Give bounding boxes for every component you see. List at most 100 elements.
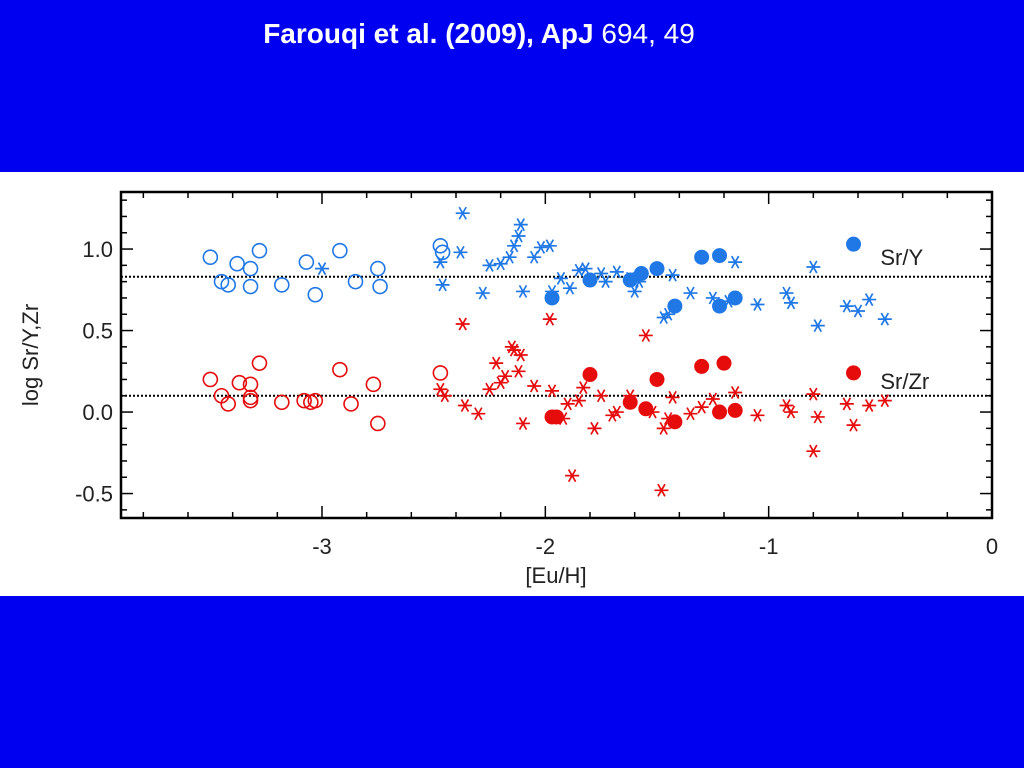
data-point-asterisk <box>609 405 624 419</box>
data-point-filled-circle <box>712 404 728 420</box>
data-point-open-circle <box>307 286 324 303</box>
data-point-asterisk <box>728 255 743 269</box>
data-point-asterisk <box>455 317 470 331</box>
y-tick-label: 0.0 <box>82 400 113 425</box>
data-point-asterisk <box>513 218 528 232</box>
data-point-open-circle <box>242 278 259 295</box>
data-point-asterisk <box>571 263 586 277</box>
data-point-asterisk <box>654 483 669 497</box>
x-tick-label: -1 <box>759 534 779 559</box>
data-point-asterisk <box>683 407 698 421</box>
data-point-asterisk <box>665 268 680 282</box>
data-point-asterisk <box>457 399 472 413</box>
citation-authors-journal: Farouqi et al. (2009), ApJ <box>263 18 594 49</box>
data-point-asterisk <box>455 206 470 220</box>
data-point-filled-circle <box>622 272 638 288</box>
data-point-open-circle <box>242 376 259 393</box>
data-point-asterisk <box>779 286 794 300</box>
data-point-open-circle <box>296 392 312 409</box>
data-point-asterisk <box>511 364 526 378</box>
data-point-asterisk <box>846 418 861 432</box>
data-point-asterisk <box>562 281 577 295</box>
data-point-open-circle <box>242 392 259 409</box>
data-point-asterisk <box>609 265 624 279</box>
y-tick-label: -0.5 <box>75 482 113 507</box>
data-point-open-circle <box>332 361 348 378</box>
data-point-asterisk <box>482 258 497 272</box>
data-point-asterisk <box>627 284 642 298</box>
data-point-asterisk <box>527 250 542 264</box>
data-point-asterisk <box>810 410 825 424</box>
data-point-asterisk <box>315 262 329 276</box>
data-point-filled-circle <box>712 298 728 314</box>
data-point-filled-circle <box>549 409 564 425</box>
data-point-asterisk <box>839 397 854 411</box>
data-point-asterisk <box>553 271 568 285</box>
data-point-filled-circle <box>667 414 683 430</box>
data-point-filled-circle <box>633 266 649 281</box>
x-tick-label: -2 <box>536 534 556 559</box>
data-point-open-circle <box>220 396 236 412</box>
data-point-filled-circle <box>727 290 743 306</box>
plot-panel: -3 -2 -1 0 -0.5 0.0 0.5 1.0 Sr/Y Sr/Zr [Eu/H] lo… <box>0 172 1024 596</box>
data-point-open-circle <box>242 389 259 406</box>
data-point-asterisk <box>435 278 450 292</box>
data-point-asterisk <box>542 239 557 253</box>
data-point-open-circle <box>372 278 388 295</box>
data-point-asterisk <box>806 444 821 458</box>
data-point-asterisk <box>638 328 653 342</box>
data-point-open-circle <box>251 242 268 259</box>
data-point-asterisk <box>877 312 892 326</box>
data-point-asterisk <box>533 240 548 254</box>
data-point-asterisk <box>471 407 486 421</box>
data-point-filled-circle <box>846 236 862 252</box>
data-point-asterisk <box>839 299 854 313</box>
x-axis-label: [Eu/H] <box>525 563 586 588</box>
data-point-asterisk <box>587 421 602 435</box>
data-point-filled-circle <box>694 358 710 374</box>
data-point-asterisk <box>489 356 504 370</box>
data-point-filled-circle <box>727 402 743 418</box>
data-point-asterisk <box>705 392 720 406</box>
y-tick-label: 1.0 <box>82 237 113 262</box>
data-point-asterisk <box>851 304 865 318</box>
data-point-open-circle <box>242 260 259 277</box>
data-point-open-circle <box>251 355 268 371</box>
data-point-filled-circle <box>638 401 654 417</box>
series-annotation-1: Sr/Zr <box>880 369 929 394</box>
data-point-asterisk <box>877 394 892 408</box>
data-point-asterisk <box>728 386 743 399</box>
data-point-asterisk <box>784 405 798 419</box>
data-point-asterisk <box>475 286 490 300</box>
data-point-asterisk <box>571 394 586 408</box>
x-tick-label: -3 <box>312 534 332 559</box>
data-point-asterisk <box>513 348 528 362</box>
data-point-asterisk <box>594 389 609 403</box>
data-point-asterisk <box>656 421 671 435</box>
series-annotation-0: Sr/Y <box>880 245 923 270</box>
data-point-open-circle <box>432 365 449 381</box>
data-point-filled-circle <box>649 371 665 387</box>
data-point-asterisk <box>665 390 680 404</box>
data-point-asterisk <box>806 387 821 401</box>
data-point-asterisk <box>784 296 798 310</box>
data-point-filled-circle <box>716 355 732 371</box>
data-point-asterisk <box>862 293 877 307</box>
data-point-asterisk <box>453 245 468 259</box>
data-point-asterisk <box>511 229 526 243</box>
data-point-asterisk <box>542 312 557 326</box>
data-point-open-circle <box>202 371 219 388</box>
data-point-asterisk <box>560 397 575 411</box>
data-point-filled-circle <box>649 261 665 277</box>
data-point-open-circle <box>307 392 324 409</box>
data-point-asterisk <box>498 369 513 383</box>
data-point-asterisk <box>516 284 530 298</box>
data-point-asterisk <box>516 416 530 430</box>
data-point-asterisk <box>433 255 448 269</box>
data-point-open-circle <box>332 242 348 259</box>
data-point-asterisk <box>576 381 591 395</box>
data-point-asterisk <box>694 400 709 414</box>
data-point-filled-circle <box>667 298 683 314</box>
data-point-open-circle <box>347 273 364 290</box>
data-point-open-circle <box>343 396 359 412</box>
